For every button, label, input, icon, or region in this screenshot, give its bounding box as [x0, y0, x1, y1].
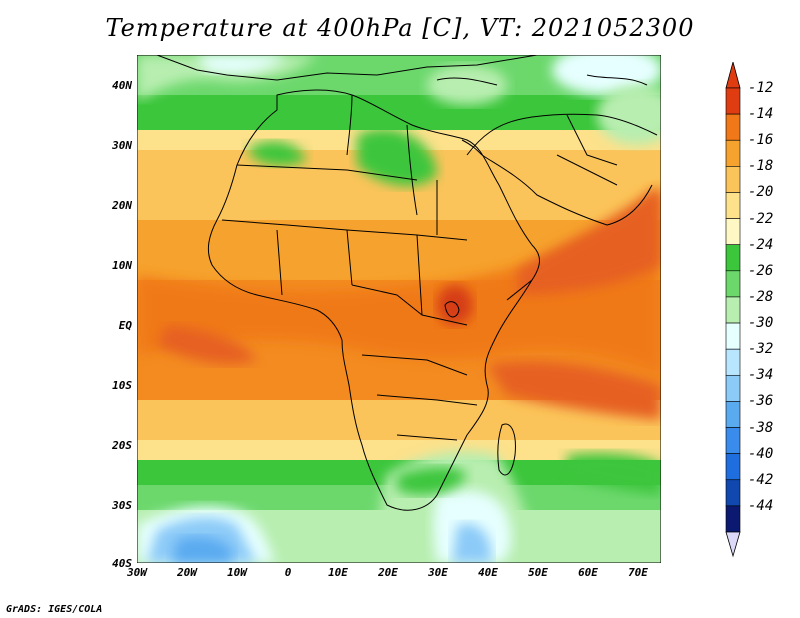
lon-label-50e: 50E [528, 566, 548, 579]
colorbar-bin [725, 401, 741, 428]
colorbar-bin [725, 348, 741, 376]
lon-label-60e: 60E [578, 566, 598, 579]
colorbar-overflow-low [725, 531, 741, 558]
colorbar-bin [725, 139, 741, 167]
colorbar-overflow-high [725, 62, 741, 89]
lon-label-70e: 70E [628, 566, 648, 579]
map-title: Temperature at 400hPa [C], VT: 202105230… [105, 14, 695, 42]
colorbar-bin [725, 192, 741, 219]
grads-credit: GrADS: IGES/COLA [6, 604, 103, 615]
colorbar-bin [725, 296, 741, 324]
colorbar-label: -30 [748, 315, 774, 332]
colorbar-label: -32 [748, 341, 774, 358]
colorbar-bin [725, 479, 741, 507]
lat-label-40s: 40S [112, 557, 132, 570]
lon-label-0: 0 [284, 566, 292, 579]
colorbar-label: -24 [748, 236, 774, 253]
lon-label-40e: 40E [478, 566, 498, 579]
colorbar-bin [725, 166, 741, 193]
lat-label-40n: 40N [112, 79, 132, 92]
colorbar-label: -36 [748, 393, 774, 410]
colorbar [725, 62, 741, 558]
colorbar-label: -16 [748, 132, 774, 149]
colorbar-label: -26 [748, 262, 774, 279]
colorbar-bin [725, 505, 741, 533]
lon-label-10e: 10E [328, 566, 348, 579]
colorbar-bin [725, 453, 741, 481]
colorbar-bin [725, 322, 741, 350]
lat-label-10s: 10S [112, 379, 132, 392]
lat-label-30n: 30N [112, 139, 132, 152]
lon-label-20e: 20E [378, 566, 398, 579]
colorbar-label: -22 [748, 210, 774, 227]
lon-label-30w: 30W [127, 566, 147, 579]
lat-label-10n: 10N [112, 259, 132, 272]
colorbar-bin [725, 374, 741, 402]
lon-label-30e: 30E [428, 566, 448, 579]
colorbar-label: -28 [748, 288, 774, 305]
map-panel [137, 55, 661, 563]
lon-label-20w: 20W [177, 566, 197, 579]
colorbar-bin [725, 427, 741, 454]
colorbar-label: -42 [748, 471, 774, 488]
colorbar-bin [725, 270, 741, 298]
colorbar-bin [725, 244, 741, 272]
colorbar-label: -38 [748, 419, 774, 436]
temperature-field [137, 55, 661, 563]
lat-label-20s: 20S [112, 439, 132, 452]
lat-label-30s: 30S [112, 499, 132, 512]
colorbar-label: -12 [748, 80, 774, 96]
lat-label-eq: EQ [118, 319, 132, 332]
colorbar-label: -40 [748, 445, 774, 462]
colorbar-bin [725, 87, 741, 115]
lat-label-20n: 20N [112, 199, 132, 212]
colorbar-bin [725, 218, 741, 246]
colorbar-label: -14 [748, 106, 774, 123]
colorbar-bin [725, 113, 741, 141]
colorbar-label: -34 [748, 367, 774, 384]
colorbar-label: -20 [748, 184, 774, 201]
lon-label-10w: 10W [227, 566, 247, 579]
colorbar-label: -44 [748, 497, 774, 514]
colorbar-label: -18 [748, 158, 774, 175]
